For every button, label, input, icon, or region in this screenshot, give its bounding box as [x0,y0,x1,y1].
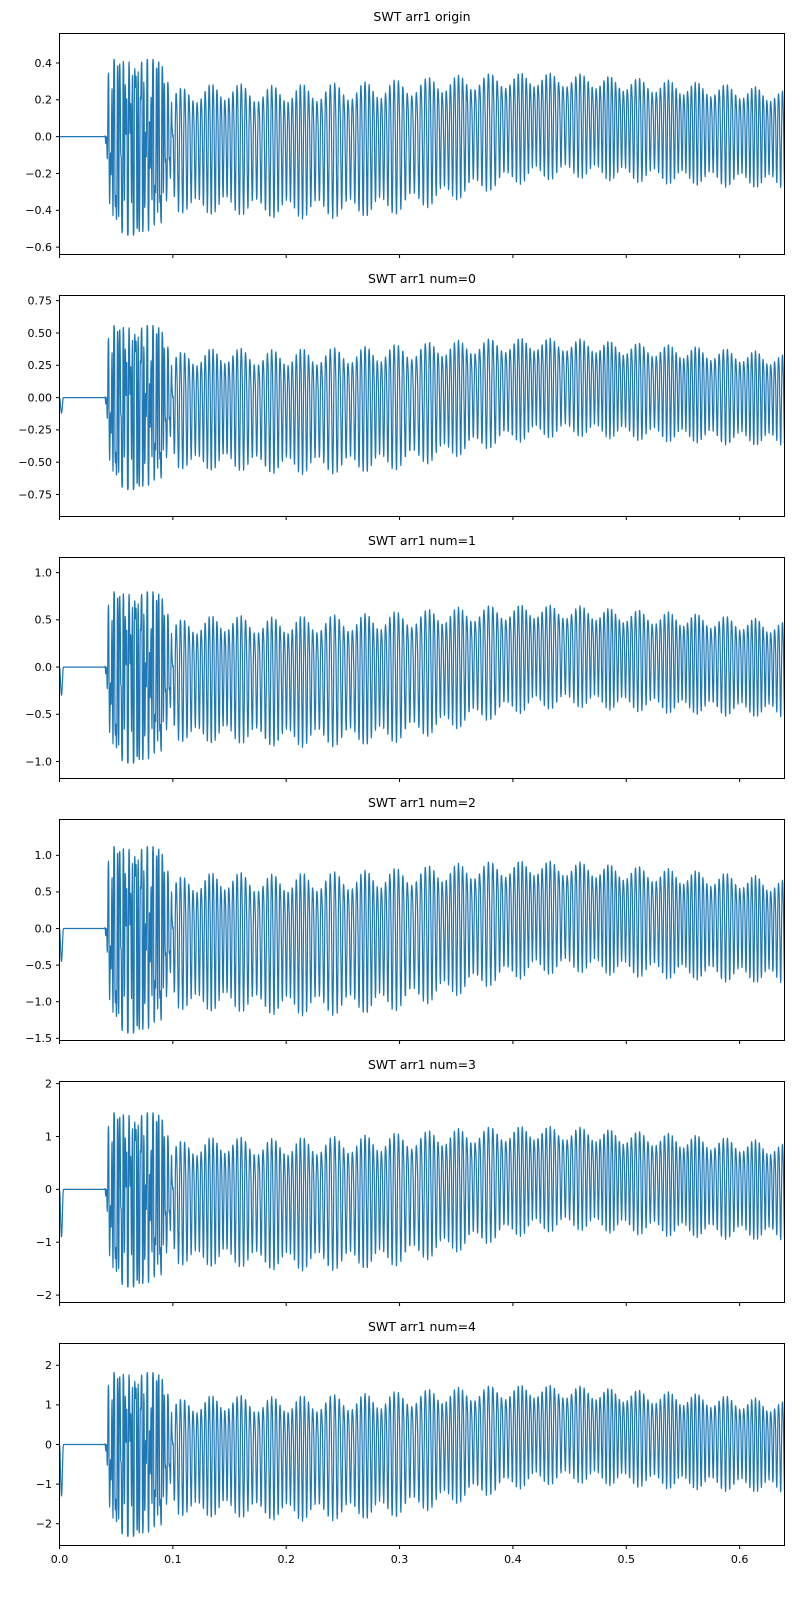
subplot-title-num0: SWT arr1 num=0 [368,271,476,286]
subplot-title-num1: SWT arr1 num=1 [368,533,476,548]
x-tick-label: 0.2 [277,1553,295,1566]
subplot-plot-num1: 1.0 0.5 0.0 −0.5 −1.0 [25,557,785,782]
y-tick-label: 0.0 [35,130,53,143]
y-tick-label: 0 [45,1438,52,1451]
y-tick-label: 0.0 [35,661,53,674]
y-tick-label: −0.4 [25,204,52,217]
subplot-plot-num3: 2 1 0 −1 −2 [36,1077,785,1306]
waveform-line [59,1371,785,1537]
y-tick-label: −0.5 [25,708,52,721]
subplot-title-num3: SWT arr1 num=3 [368,1057,476,1072]
subplot-plot-num2: 1.0 0.5 0.0 −0.5 −1.0 −1.5 [25,819,785,1045]
waveform-line [59,58,785,236]
y-tick-label: 1 [45,1399,52,1412]
subplot-title-num2: SWT arr1 num=2 [368,795,476,810]
y-tick-label: −1.0 [25,996,52,1009]
y-tick-label: 1 [45,1130,52,1143]
subplot-plot-origin: 0.4 0.2 0.0 −0.2 −0.4 −0.6 [25,33,785,258]
y-tick-label: −0.6 [25,241,52,254]
y-tick-label: 0.50 [28,327,53,340]
y-tick-label: −2 [36,1289,52,1302]
y-tick-label: −0.25 [18,424,52,437]
waveform-line [59,591,785,764]
y-tick-label: 0.5 [35,886,53,899]
plot-frame [59,557,785,779]
plot-frame [59,1081,785,1303]
x-tick-label: 0.5 [618,1553,636,1566]
x-tick-label: 0.0 [51,1553,69,1566]
x-tick-label: 0.3 [391,1553,409,1566]
subplot-title-origin: SWT arr1 origin [373,9,471,24]
y-tick-label: −1.0 [25,755,52,768]
x-tick-label: 0.1 [164,1553,182,1566]
y-tick-label: 0.75 [28,294,53,307]
plot-frame [59,819,785,1041]
waveform-line [59,845,785,1034]
waveform-line [59,1112,785,1288]
y-tick-label: 0.2 [35,94,53,107]
y-tick-label: 2 [45,1359,52,1372]
subplot-plot-num0: 0.75 0.50 0.25 0.00 −0.25 −0.50 −0.75 [18,294,785,520]
y-tick-label: 1.0 [35,566,53,579]
y-tick-label: 2 [45,1077,52,1090]
y-tick-label: 0.00 [28,391,53,404]
subplot-plot-num4: 2 1 0 −1 −2 0.0 0.1 0.2 0.3 0.4 0.5 0.6 [36,1343,785,1566]
y-tick-label: 0.0 [35,922,53,935]
y-tick-label: 0 [45,1183,52,1196]
y-tick-label: −1 [36,1236,52,1249]
y-tick-label: 1.0 [35,849,53,862]
y-tick-label: −0.75 [18,488,52,501]
x-tick-label: 0.6 [731,1553,749,1566]
y-tick-label: −0.5 [25,959,52,972]
y-tick-label: −1 [36,1478,52,1491]
x-tick-label: 0.4 [504,1553,522,1566]
y-tick-label: −0.50 [18,456,52,469]
subplot-title-num4: SWT arr1 num=4 [368,1319,476,1334]
y-tick-label: 0.4 [35,57,53,70]
y-tick-label: 0.5 [35,614,53,627]
plot-frame [59,295,785,517]
y-tick-label: −2 [36,1518,52,1531]
waveform-line [59,324,785,491]
y-tick-label: −1.5 [25,1032,52,1045]
plot-frame [59,33,785,255]
y-tick-label: 0.25 [28,359,53,372]
y-tick-label: −0.2 [25,167,52,180]
